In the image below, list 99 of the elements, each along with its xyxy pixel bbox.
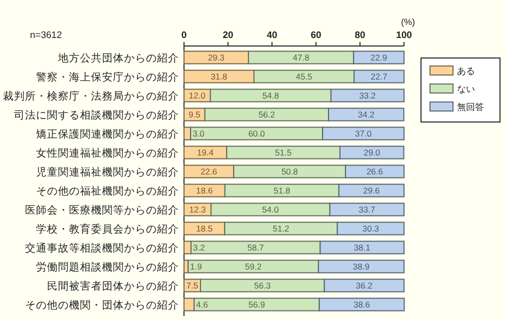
y-tick-label: 児童関連福祉機関からの紹介 — [36, 166, 179, 178]
data-label: 12.0 — [188, 90, 206, 101]
data-label: 3.2 — [193, 242, 206, 253]
bar — [204, 108, 330, 122]
data-label: 37.0 — [355, 128, 372, 139]
data-label: 56.2 — [258, 110, 276, 120]
bar — [320, 240, 404, 254]
data-label: 38.1 — [354, 242, 371, 253]
x-tick-label: 20 — [222, 30, 234, 41]
bar — [224, 184, 340, 198]
x-tick-label: 0 — [181, 30, 187, 41]
bar — [339, 146, 404, 160]
data-label: 54.0 — [262, 204, 280, 215]
y-tick-label: 交通事故等相談機関からの紹介 — [25, 242, 179, 254]
data-label: 26.6 — [366, 166, 384, 177]
y-tick-label: 矯正保護関連機関からの紹介 — [36, 128, 179, 140]
bar — [318, 298, 405, 312]
bar — [224, 222, 338, 236]
data-label: 22.9 — [370, 52, 388, 63]
y-tick-label: 学校・教育委員会からの紹介 — [36, 222, 179, 236]
bar — [338, 184, 404, 198]
bar — [322, 126, 404, 140]
data-label: 33.2 — [359, 90, 376, 101]
legend-label: ある — [457, 66, 475, 76]
data-label: 3.0 — [192, 128, 205, 139]
data-label: 22.6 — [200, 166, 218, 177]
y-tick-label: 民間被害者団体からの紹介 — [47, 280, 179, 292]
bar — [188, 260, 319, 274]
bar — [344, 164, 404, 178]
x-tick-label: 40 — [266, 30, 278, 41]
bar — [353, 50, 404, 64]
data-label: 50.8 — [281, 166, 298, 177]
data-label: 4.6 — [196, 300, 208, 310]
data-label: 19.4 — [197, 148, 214, 158]
bar — [200, 278, 325, 292]
data-label: 12.3 — [189, 204, 206, 215]
bar — [210, 202, 330, 216]
bar — [190, 126, 324, 140]
data-label: 51.2 — [272, 224, 290, 234]
bar — [184, 50, 249, 64]
data-label: 60.0 — [248, 128, 266, 139]
data-label: 29.0 — [364, 148, 380, 158]
data-label: 36.2 — [356, 280, 373, 291]
data-label: 18.5 — [196, 224, 213, 234]
y-tick-label: その他の福祉機関からの紹介 — [36, 184, 179, 198]
bar — [328, 108, 404, 122]
y-tick-label: 司法に関する相談機関からの紹介 — [14, 108, 179, 122]
bar — [194, 298, 320, 312]
bar — [354, 70, 404, 84]
data-label: 54.8 — [262, 90, 280, 101]
bar — [184, 70, 254, 84]
data-label: 56.9 — [248, 300, 266, 310]
data-label: 29.3 — [208, 52, 225, 63]
x-axis-title: (%) — [401, 17, 415, 27]
legend-label: ない — [457, 84, 475, 94]
bar — [324, 278, 404, 292]
bar — [253, 70, 355, 84]
bar — [184, 298, 195, 312]
y-tick-label: 労働問題相談機関からの紹介 — [36, 260, 179, 274]
bar — [184, 164, 234, 178]
bar — [318, 260, 404, 274]
y-tick-label: 地方公共団体からの紹介 — [57, 52, 179, 64]
y-tick-label: 女性関連福祉機関からの紹介 — [36, 146, 179, 160]
y-tick-label: 警察・海上保安庁からの紹介 — [36, 70, 179, 84]
bar — [210, 88, 332, 102]
bar — [233, 164, 346, 178]
data-label: 31.8 — [210, 72, 228, 82]
bar — [190, 240, 321, 254]
data-label: 22.7 — [370, 72, 388, 82]
data-label: 51.5 — [275, 148, 292, 158]
data-label: 1.9 — [190, 262, 202, 272]
data-label: 56.3 — [254, 280, 271, 291]
data-label: 7.5 — [186, 280, 198, 291]
x-tick-label: 60 — [310, 30, 322, 41]
y-tick-label: 裁判所・検察庁・法務局からの紹介 — [3, 90, 179, 102]
bar — [336, 222, 404, 236]
x-tick-label: 100 — [396, 30, 412, 41]
text: n=3612 — [30, 30, 62, 41]
bar — [226, 146, 340, 160]
data-label: 47.8 — [292, 52, 310, 63]
data-label: 9.5 — [188, 110, 201, 120]
bar — [330, 88, 404, 102]
data-label: 59.2 — [245, 262, 262, 272]
data-label: 45.5 — [296, 72, 313, 82]
x-tick-label: 80 — [354, 30, 366, 41]
data-label: 18.6 — [196, 186, 214, 196]
data-label: 34.2 — [358, 110, 375, 120]
data-label: 58.7 — [247, 242, 264, 253]
bar — [329, 202, 404, 216]
data-label: 29.6 — [363, 186, 380, 196]
legend-label: 無回答 — [457, 102, 484, 112]
data-label: 33.7 — [358, 204, 376, 215]
data-label: 51.8 — [274, 186, 290, 196]
data-label: 38.9 — [352, 262, 370, 272]
bar — [248, 50, 354, 64]
y-tick-label: その他の機関・団体からの紹介 — [25, 300, 179, 312]
y-tick-label: 医師会・医療機関等からの紹介 — [25, 204, 179, 216]
data-label: 30.3 — [362, 224, 380, 234]
data-label: 38.6 — [353, 300, 370, 310]
